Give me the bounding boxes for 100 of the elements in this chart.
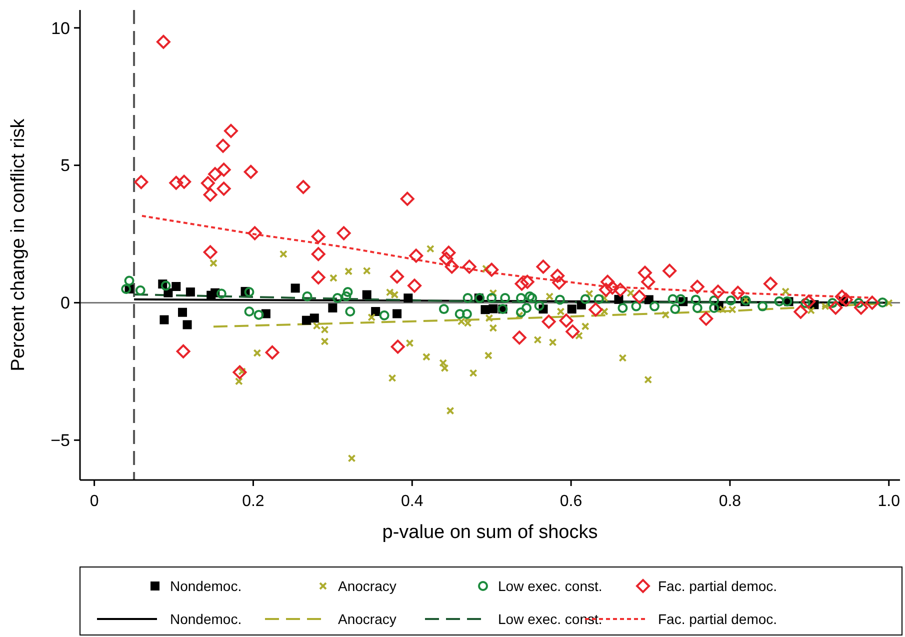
point — [329, 274, 338, 282]
legend-label: Anocracy — [338, 610, 396, 627]
point — [614, 294, 624, 304]
point — [807, 306, 816, 314]
point — [668, 294, 678, 304]
x-tick-label: 0.2 — [242, 493, 264, 510]
legend-label: Fac. partial democ. — [658, 578, 778, 594]
point — [774, 296, 784, 306]
point — [135, 285, 146, 296]
point — [515, 311, 524, 320]
point — [332, 293, 342, 304]
point — [581, 322, 590, 330]
point — [406, 339, 414, 348]
point — [618, 354, 627, 362]
point — [345, 306, 356, 317]
point — [662, 310, 670, 319]
point — [379, 310, 390, 320]
point — [279, 250, 288, 258]
point — [524, 291, 535, 302]
point — [644, 376, 652, 384]
point — [404, 294, 413, 303]
point — [726, 296, 736, 306]
x-tick-label: 0 — [90, 493, 99, 510]
point — [462, 293, 473, 304]
point — [600, 308, 608, 316]
point — [182, 320, 192, 330]
point — [302, 316, 311, 325]
point — [484, 351, 492, 360]
point — [362, 290, 372, 300]
point — [342, 287, 353, 297]
point — [500, 293, 510, 304]
point — [758, 301, 768, 312]
x-tick-label: 1.0 — [878, 493, 900, 510]
point — [469, 369, 478, 378]
point — [124, 276, 134, 286]
point — [548, 338, 557, 346]
point — [348, 454, 356, 462]
point — [522, 302, 532, 313]
y-tick-label: 0 — [60, 294, 70, 313]
point — [594, 294, 604, 304]
point — [446, 406, 454, 415]
point — [438, 304, 449, 314]
point — [692, 302, 702, 313]
point — [454, 308, 465, 319]
point — [618, 302, 628, 313]
point — [362, 266, 371, 275]
point — [482, 264, 490, 273]
point — [631, 301, 642, 312]
point — [344, 267, 353, 276]
point — [527, 293, 538, 304]
point — [310, 314, 319, 323]
point — [244, 306, 254, 317]
point — [290, 284, 300, 293]
point — [585, 290, 594, 298]
point — [368, 313, 376, 322]
point — [546, 292, 554, 300]
point — [690, 294, 701, 305]
point — [534, 336, 542, 344]
point — [254, 310, 264, 320]
x-tick-label: 0.6 — [560, 493, 582, 510]
y-axis-title: Percent change in conflict risk — [8, 118, 29, 372]
point — [341, 291, 352, 302]
point — [488, 304, 498, 314]
point — [821, 302, 830, 310]
point — [209, 259, 218, 268]
point — [253, 349, 262, 358]
point — [121, 284, 132, 294]
point — [244, 287, 254, 297]
point — [178, 308, 187, 317]
point — [574, 332, 583, 340]
legend-label: Nondemoc. — [170, 578, 242, 594]
point — [328, 303, 338, 312]
point — [600, 294, 608, 302]
y-tick-label: −5 — [50, 431, 70, 450]
point — [489, 324, 498, 332]
point — [371, 307, 380, 316]
y-tick-label: 10 — [51, 18, 70, 38]
point — [516, 293, 526, 304]
x-tick-label: 0.4 — [401, 493, 424, 510]
point — [580, 294, 590, 304]
point — [670, 304, 680, 314]
point — [302, 291, 312, 302]
point — [422, 352, 430, 361]
point — [556, 308, 565, 316]
point — [516, 307, 526, 318]
legend-label: Anocracy — [338, 578, 396, 594]
point — [216, 288, 226, 299]
legend-label: Fac. partial democ. — [658, 610, 778, 627]
x-axis-title: p-value on sum of shocks — [382, 522, 598, 543]
point — [534, 300, 544, 311]
point — [234, 377, 243, 386]
point — [485, 314, 494, 322]
y-tick-label: 5 — [60, 156, 70, 176]
point — [388, 374, 396, 382]
point — [160, 315, 169, 324]
point — [709, 296, 720, 306]
point — [626, 289, 635, 298]
point — [489, 289, 498, 298]
point — [160, 280, 171, 291]
point — [782, 287, 790, 296]
